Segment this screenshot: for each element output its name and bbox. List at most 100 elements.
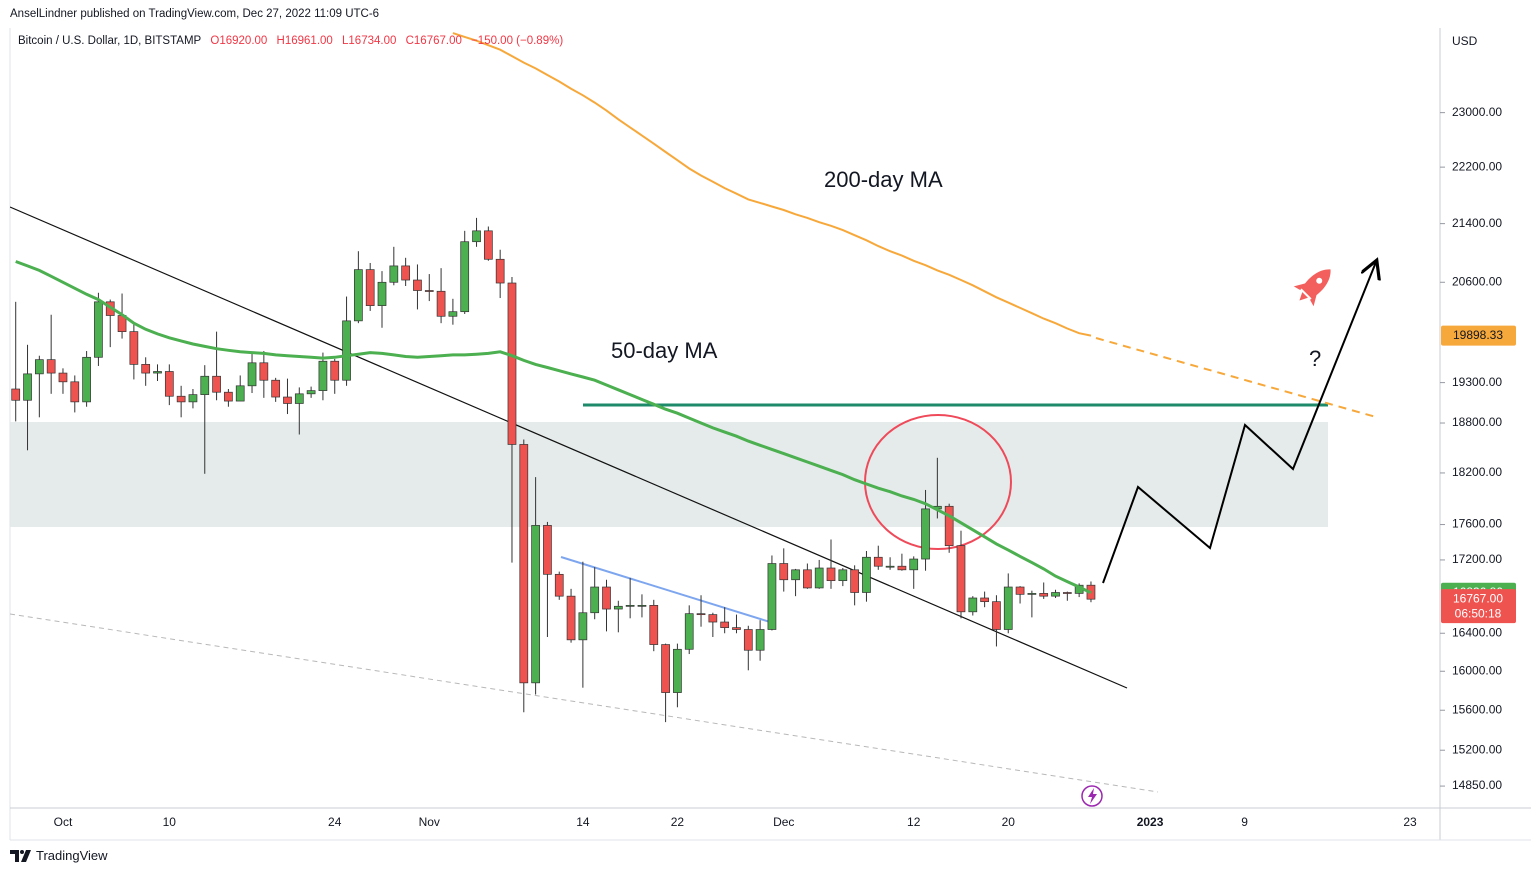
candle-body	[212, 375, 221, 393]
candle-body	[82, 356, 91, 403]
candle-body	[956, 545, 966, 613]
candle-body	[377, 281, 387, 306]
ma-extension	[1095, 337, 1377, 418]
candle-body	[460, 241, 470, 313]
candle-body	[1015, 586, 1025, 595]
y-tick-label: 22200.00	[1452, 159, 1502, 173]
price-label: 19898.33	[1453, 328, 1503, 342]
candle-body	[873, 556, 883, 567]
x-tick-label: Nov	[419, 815, 440, 829]
candle-body	[483, 230, 493, 260]
candle-body	[649, 604, 659, 645]
x-tick-label: 14	[576, 815, 590, 829]
x-tick-label: Oct	[54, 815, 73, 829]
footer-text: TradingView	[36, 848, 108, 863]
rocket-icon	[1293, 269, 1331, 307]
alert-icon[interactable]	[1081, 785, 1103, 807]
footer: TradingView	[10, 848, 108, 863]
candle-body	[767, 563, 777, 630]
candle-body	[176, 395, 186, 403]
candle-body	[23, 373, 32, 401]
y-tick-label: 19300.00	[1452, 375, 1502, 389]
y-tick-label: 18200.00	[1452, 465, 1502, 479]
candle-body	[992, 601, 1001, 630]
candle-body	[673, 648, 682, 693]
candle-body	[850, 569, 859, 593]
symbol: Bitcoin / U.S. Dollar, 1D, BITSTAMP	[18, 35, 202, 47]
candle-body	[200, 375, 210, 395]
y-tick-label: 15600.00	[1452, 702, 1502, 716]
candle-body	[661, 644, 670, 693]
candle-body	[436, 290, 446, 317]
candle-body	[720, 621, 730, 628]
candle-body	[448, 311, 458, 317]
legend-line: Bitcoin / U.S. Dollar, 1D, BITSTAMP O169…	[18, 35, 569, 47]
projection-arrow	[1102, 262, 1376, 584]
countdown-label: 06:50:18	[1455, 606, 1502, 620]
candle-body	[743, 629, 753, 651]
candle-body	[543, 525, 552, 575]
candle-body	[826, 567, 836, 582]
ma-line	[15, 260, 1092, 595]
candle-body	[188, 394, 198, 403]
ohlc-open: O16920.00	[210, 35, 268, 47]
y-tick-label: 18800.00	[1452, 415, 1502, 429]
candle-body	[389, 265, 399, 283]
candle-body	[153, 371, 162, 374]
unit-label: USD	[1452, 34, 1478, 48]
lower-trendline	[10, 613, 1159, 793]
y-tick-label: 17600.00	[1452, 517, 1502, 531]
candle-body	[424, 290, 434, 292]
candle-body	[283, 396, 292, 404]
candle-body	[164, 371, 174, 397]
zone	[10, 422, 1328, 527]
x-tick-label: 22	[671, 815, 685, 829]
candle-body	[1039, 593, 1049, 597]
candle-body	[862, 556, 871, 593]
candle-body	[637, 604, 647, 607]
candle-body	[495, 258, 505, 284]
y-tick-label: 20600.00	[1452, 274, 1502, 288]
candle-body	[271, 379, 281, 398]
candle-body	[625, 604, 635, 607]
y-tick-label: 17200.00	[1452, 552, 1502, 566]
candle-body	[732, 627, 741, 630]
candle-body	[306, 390, 316, 395]
candle-body	[1027, 593, 1037, 595]
candle-body	[613, 605, 623, 610]
candle-body	[472, 230, 481, 243]
candle-body	[354, 269, 363, 322]
candle-body	[566, 595, 576, 641]
x-tick-label: 12	[907, 815, 921, 829]
x-tick-label: Dec	[773, 815, 794, 829]
ma200-label: 200-day MA	[824, 167, 943, 192]
candle-body	[224, 391, 233, 402]
candle-body	[755, 629, 765, 651]
candle-body	[318, 360, 328, 391]
y-tick-label: 15200.00	[1452, 742, 1502, 756]
candle-body	[129, 331, 139, 365]
candle-body	[684, 613, 694, 650]
x-tick-label: 20	[1002, 815, 1016, 829]
candle-body	[365, 269, 375, 306]
price-label-box	[1441, 325, 1516, 346]
candle-body	[330, 360, 340, 381]
candle-body	[554, 573, 564, 597]
x-tick-label: 2023	[1137, 815, 1164, 829]
candle-body	[980, 597, 989, 603]
candle-body	[779, 563, 789, 581]
x-tick-label: 24	[328, 815, 342, 829]
y-tick-label: 23000.00	[1452, 105, 1502, 119]
candle-body	[578, 612, 588, 641]
candle-body	[921, 508, 930, 560]
candle-body	[696, 613, 706, 616]
candle-body	[968, 597, 978, 613]
candle-body	[944, 505, 954, 547]
candle-body	[519, 444, 529, 684]
candle-body	[58, 372, 68, 383]
candle-body	[34, 359, 44, 375]
ohlc-change: −150.00 (−0.89%)	[471, 35, 564, 47]
y-tick-label: 16400.00	[1452, 625, 1502, 639]
